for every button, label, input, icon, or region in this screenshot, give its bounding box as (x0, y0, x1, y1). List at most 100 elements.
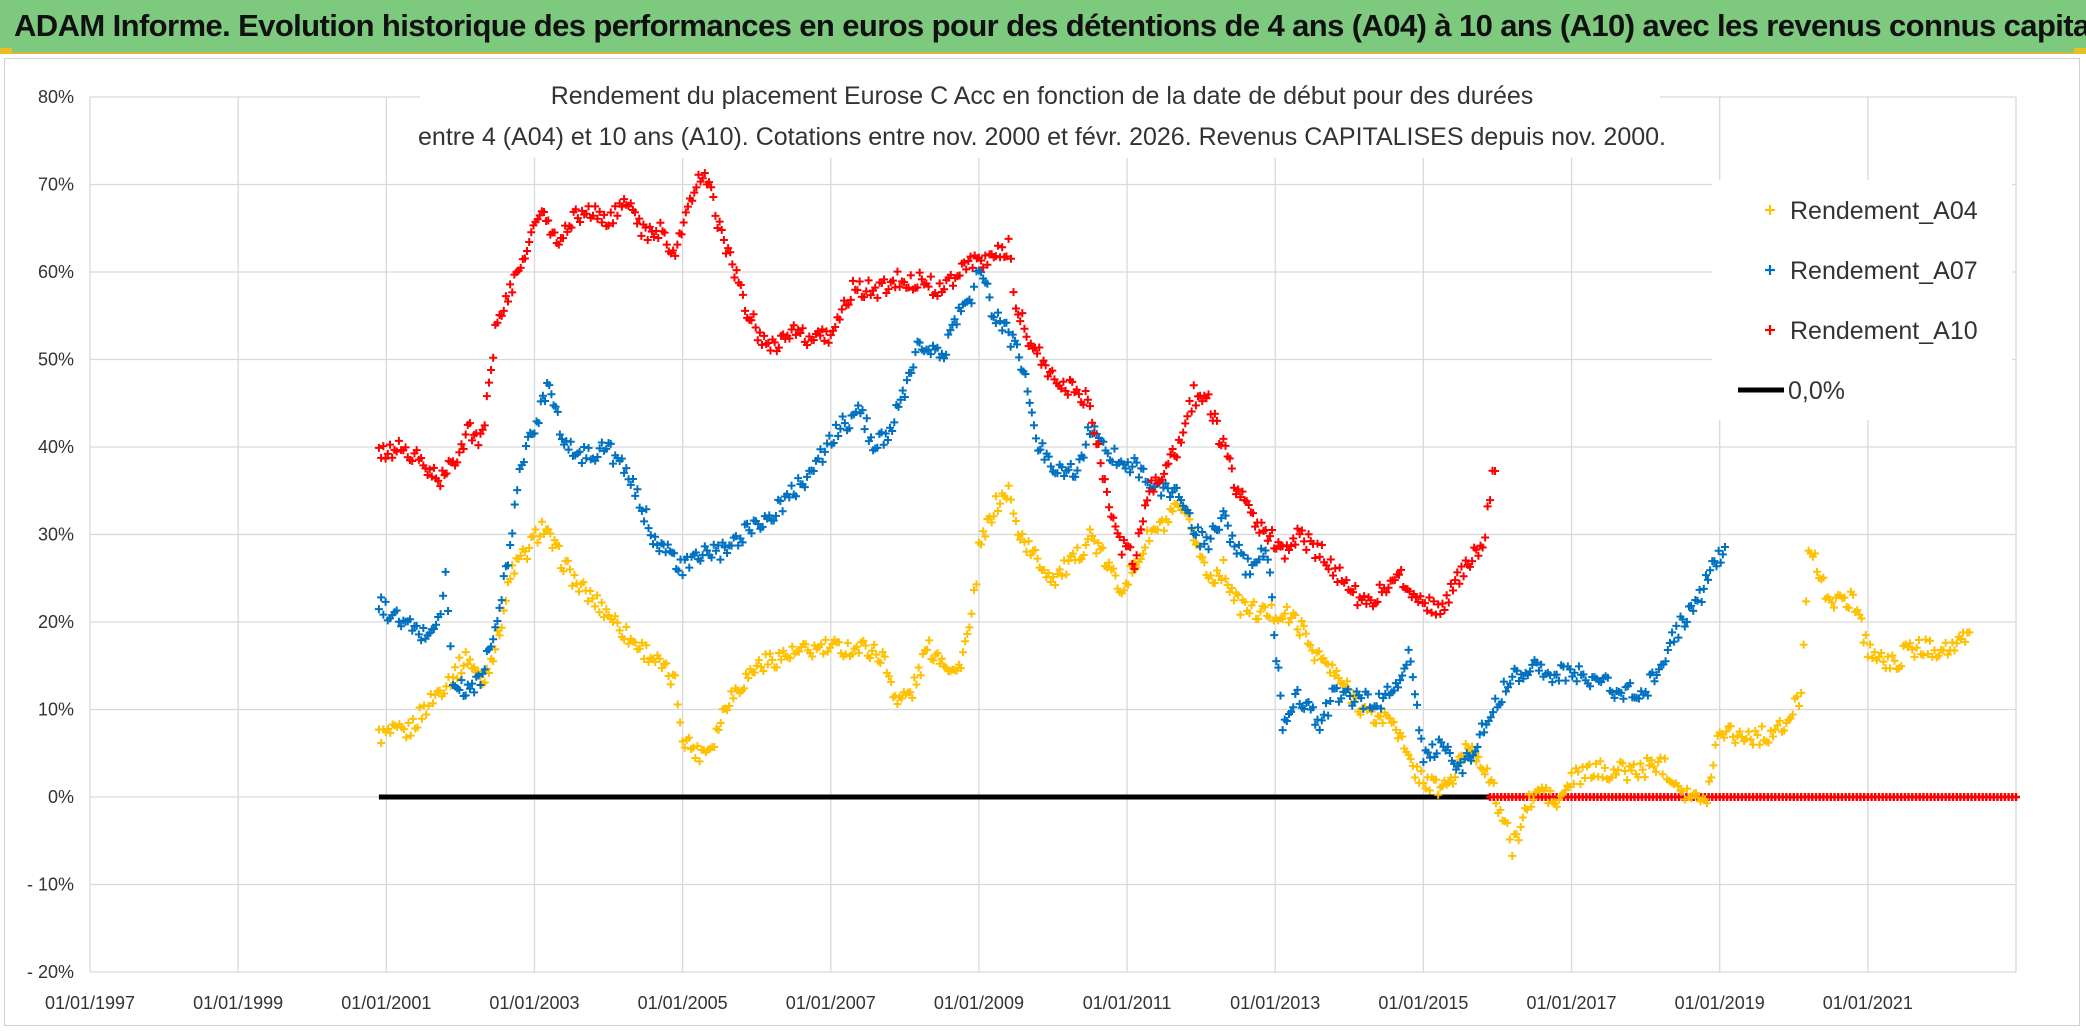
point-Rendement_A04 (448, 673, 457, 682)
point-Rendement_A04 (859, 636, 868, 645)
point-Rendement_A04 (1505, 835, 1514, 844)
point-Rendement_A04 (817, 640, 826, 649)
point-Rendement_A04 (1638, 765, 1647, 774)
point-Rendement_A10 (1179, 428, 1188, 437)
point-Rendement_A10 (715, 217, 724, 226)
point-Rendement_A07 (545, 381, 554, 390)
legend-marker-Rendement_A04 (1765, 205, 1775, 215)
point-Rendement_A10 (1128, 559, 1137, 568)
point-Rendement_A10 (844, 300, 853, 309)
point-Rendement_A04 (1260, 603, 1269, 612)
point-Rendement_A04 (714, 725, 723, 734)
point-Rendement_A04 (1683, 784, 1692, 793)
point-Rendement_A10 (906, 271, 915, 280)
point-Rendement_A07 (1477, 719, 1486, 728)
point-Rendement_A07 (1670, 637, 1679, 646)
point-Rendement_A07 (814, 454, 823, 463)
point-Rendement_A07 (463, 680, 472, 689)
point-Rendement_A04 (1282, 602, 1291, 611)
point-Rendement_A07 (1514, 676, 1523, 685)
point-Rendement_A04 (861, 641, 870, 650)
point-Rendement_A04 (1295, 631, 1304, 640)
point-Rendement_A07 (1506, 679, 1515, 688)
point-Rendement_A04 (1906, 639, 1915, 648)
point-Rendement_A04 (1284, 618, 1293, 627)
point-Rendement_A07 (1029, 421, 1038, 430)
point-Rendement_A04 (574, 587, 583, 596)
point-Rendement_A10 (1351, 581, 1360, 590)
point-Rendement_A07 (1634, 694, 1643, 703)
point-Rendement_A07 (655, 547, 664, 556)
point-Rendement_A04 (854, 648, 863, 657)
point-Rendement_A10 (1444, 598, 1453, 607)
point-Rendement_A07 (879, 440, 888, 449)
point-Rendement_A04 (1722, 727, 1731, 736)
point-Rendement_A10 (1007, 254, 1016, 263)
point-Rendement_A10 (968, 263, 977, 272)
point-Rendement_A04 (1705, 777, 1714, 786)
point-Rendement_A10 (662, 240, 671, 249)
point-Rendement_A10 (1268, 526, 1277, 535)
point-Rendement_A04 (568, 581, 577, 590)
point-Rendement_A10 (1102, 487, 1111, 496)
point-Rendement_A10 (1326, 555, 1335, 564)
point-Rendement_A04 (1849, 590, 1858, 599)
point-Rendement_A07 (1032, 434, 1041, 443)
point-Rendement_A07 (743, 519, 752, 528)
point-Rendement_A10 (423, 471, 432, 480)
legend-marker-Rendement_A10 (1765, 325, 1775, 335)
x-tick-label: 01/01/2013 (1230, 993, 1320, 1013)
point-Rendement_A10 (1449, 586, 1458, 595)
point-Rendement_A04 (586, 586, 595, 595)
point-Rendement_A04 (906, 688, 915, 697)
point-Rendement_A10 (1468, 557, 1477, 566)
point-Rendement_A10 (1490, 467, 1499, 476)
point-Rendement_A10 (1397, 565, 1406, 574)
x-tick-label: 01/01/1997 (45, 993, 135, 1013)
point-Rendement_A07 (480, 665, 489, 674)
point-Rendement_A07 (1428, 740, 1437, 749)
point-Rendement_A04 (1051, 581, 1060, 590)
point-Rendement_A07 (1300, 704, 1309, 713)
point-Rendement_A07 (606, 439, 615, 448)
point-Rendement_A04 (1278, 614, 1287, 623)
point-Rendement_A04 (1223, 580, 1232, 589)
x-tick-label: 01/01/2009 (934, 993, 1024, 1013)
point-Rendement_A07 (1289, 703, 1298, 712)
point-Rendement_A07 (977, 268, 986, 277)
point-Rendement_A07 (803, 472, 812, 481)
point-Rendement_A07 (1322, 699, 1331, 708)
point-Rendement_A10 (604, 221, 613, 230)
point-Rendement_A04 (611, 612, 620, 621)
point-Rendement_A10 (981, 251, 990, 260)
point-Rendement_A04 (852, 642, 861, 651)
point-Rendement_A07 (985, 293, 994, 302)
legend-label: 0,0% (1788, 377, 1845, 405)
point-Rendement_A04 (673, 700, 682, 709)
point-Rendement_A07 (468, 679, 477, 688)
point-Rendement_A07 (465, 684, 474, 693)
point-Rendement_A07 (1123, 458, 1132, 467)
point-Rendement_A07 (785, 493, 794, 502)
point-Rendement_A10 (575, 218, 584, 227)
point-Rendement_A07 (915, 338, 924, 347)
y-tick-label: 80% (38, 87, 74, 107)
point-Rendement_A10 (493, 318, 502, 327)
point-Rendement_A07 (1309, 703, 1318, 712)
point-Rendement_A07 (1526, 667, 1535, 676)
point-Rendement_A10 (474, 441, 483, 450)
point-Rendement_A10 (630, 208, 639, 217)
point-Rendement_A07 (1678, 615, 1687, 624)
point-Rendement_A04 (1026, 551, 1035, 560)
series-Rendement_A10 (374, 169, 1499, 619)
point-Rendement_A07 (890, 418, 899, 427)
point-Rendement_A07 (1204, 545, 1213, 554)
point-Rendement_A04 (1514, 836, 1523, 845)
legend-label: Rendement_A07 (1790, 257, 1978, 285)
point-Rendement_A04 (1934, 651, 1943, 660)
point-Rendement_A04 (870, 640, 879, 649)
point-Rendement_A10 (1059, 377, 1068, 386)
point-Rendement_A10 (1257, 518, 1266, 527)
point-Rendement_A10 (1048, 366, 1057, 375)
point-Rendement_A04 (1119, 586, 1128, 595)
